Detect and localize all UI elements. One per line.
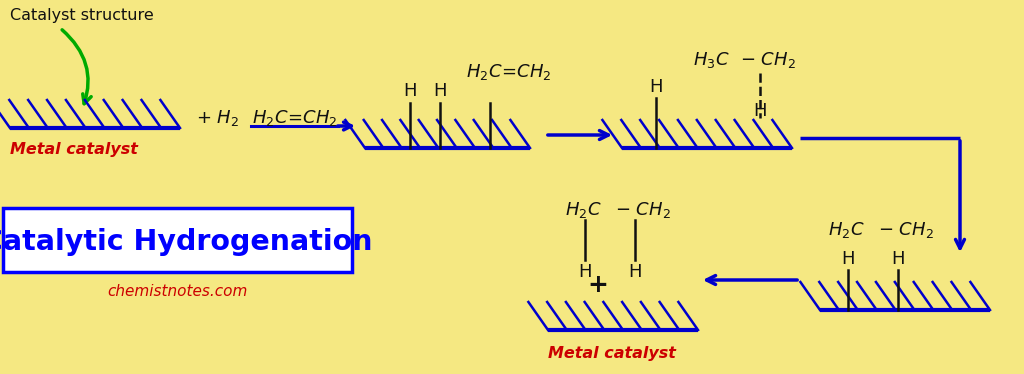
Text: $H_3C$: $H_3C$ bbox=[693, 50, 729, 70]
Text: H: H bbox=[649, 78, 663, 96]
Text: Metal catalyst: Metal catalyst bbox=[548, 346, 676, 361]
Text: $-\ CH_2$: $-\ CH_2$ bbox=[740, 50, 796, 70]
Text: H: H bbox=[579, 263, 592, 281]
Text: H: H bbox=[891, 250, 905, 268]
Text: +: + bbox=[588, 273, 608, 297]
Text: Catalyst structure: Catalyst structure bbox=[10, 8, 154, 23]
Text: H: H bbox=[629, 263, 642, 281]
Text: $H_2C$: $H_2C$ bbox=[565, 200, 601, 220]
Text: $-\ CH_2$: $-\ CH_2$ bbox=[615, 200, 671, 220]
Text: chemistnotes.com: chemistnotes.com bbox=[106, 284, 247, 299]
Text: H: H bbox=[754, 102, 767, 120]
FancyBboxPatch shape bbox=[3, 208, 352, 272]
Text: $+\ H_2$: $+\ H_2$ bbox=[196, 108, 240, 128]
Text: $H_2C$: $H_2C$ bbox=[828, 220, 864, 240]
Text: $-\ CH_2$: $-\ CH_2$ bbox=[878, 220, 934, 240]
Text: $H_2C\!=\!CH_2$: $H_2C\!=\!CH_2$ bbox=[466, 62, 552, 82]
Text: Catalytic Hydrogenation: Catalytic Hydrogenation bbox=[0, 228, 373, 256]
Text: H: H bbox=[842, 250, 855, 268]
Text: H: H bbox=[403, 82, 417, 100]
Text: $H_2C\!=\!CH_2$: $H_2C\!=\!CH_2$ bbox=[252, 108, 338, 128]
Text: H: H bbox=[433, 82, 446, 100]
Text: Metal catalyst: Metal catalyst bbox=[10, 142, 138, 157]
